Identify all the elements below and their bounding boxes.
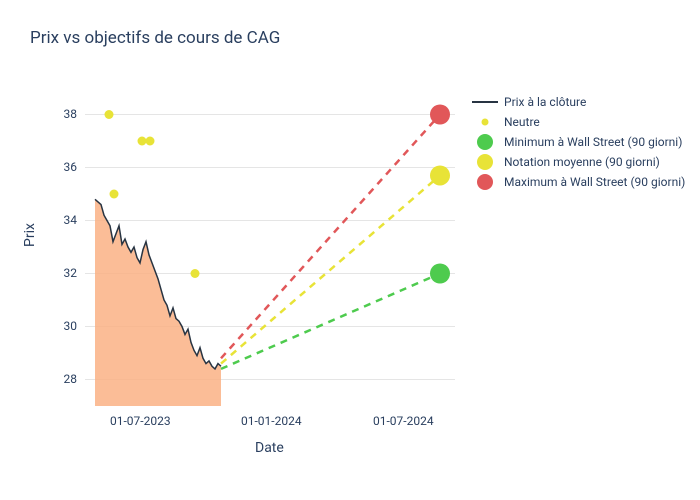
avg-swatch-icon bbox=[470, 152, 500, 172]
legend-label: Prix à la clôture bbox=[504, 95, 586, 109]
min-swatch-icon bbox=[470, 132, 500, 152]
neutre-swatch-icon bbox=[470, 112, 500, 132]
max-swatch-icon bbox=[470, 172, 500, 192]
y-tick: 30 bbox=[64, 319, 78, 333]
legend-label: Maximum à Wall Street (90 giorni) bbox=[504, 175, 685, 189]
y-tick: 38 bbox=[64, 107, 78, 121]
plot-area bbox=[0, 0, 700, 500]
x-axis-label: Date bbox=[255, 440, 284, 456]
legend-item-close[interactable]: Prix à la clôture bbox=[470, 92, 685, 112]
y-tick: 32 bbox=[64, 266, 78, 280]
legend-item-avg[interactable]: Notation moyenne (90 giorni) bbox=[470, 152, 685, 172]
legend-label: Minimum à Wall Street (90 giorni) bbox=[504, 135, 682, 149]
close-swatch-icon bbox=[470, 92, 500, 112]
x-tick: 01-01-2024 bbox=[241, 414, 302, 428]
legend-item-max[interactable]: Maximum à Wall Street (90 giorni) bbox=[470, 172, 685, 192]
y-tick: 28 bbox=[64, 372, 78, 386]
legend: Prix à la clôture Neutre Minimum à Wall St… bbox=[470, 92, 685, 192]
x-tick: 01-07-2023 bbox=[110, 414, 171, 428]
legend-label: Neutre bbox=[504, 115, 540, 129]
legend-item-neutre[interactable]: Neutre bbox=[470, 112, 685, 132]
y-tick: 36 bbox=[64, 160, 78, 174]
legend-item-min[interactable]: Minimum à Wall Street (90 giorni) bbox=[470, 132, 685, 152]
chart-container: Prix vs objectifs de cours de CAG 283032… bbox=[0, 0, 700, 500]
y-axis-label: Prix bbox=[22, 223, 38, 247]
legend-label: Notation moyenne (90 giorni) bbox=[504, 155, 660, 169]
y-tick: 34 bbox=[64, 213, 78, 227]
x-tick: 01-07-2024 bbox=[373, 414, 434, 428]
